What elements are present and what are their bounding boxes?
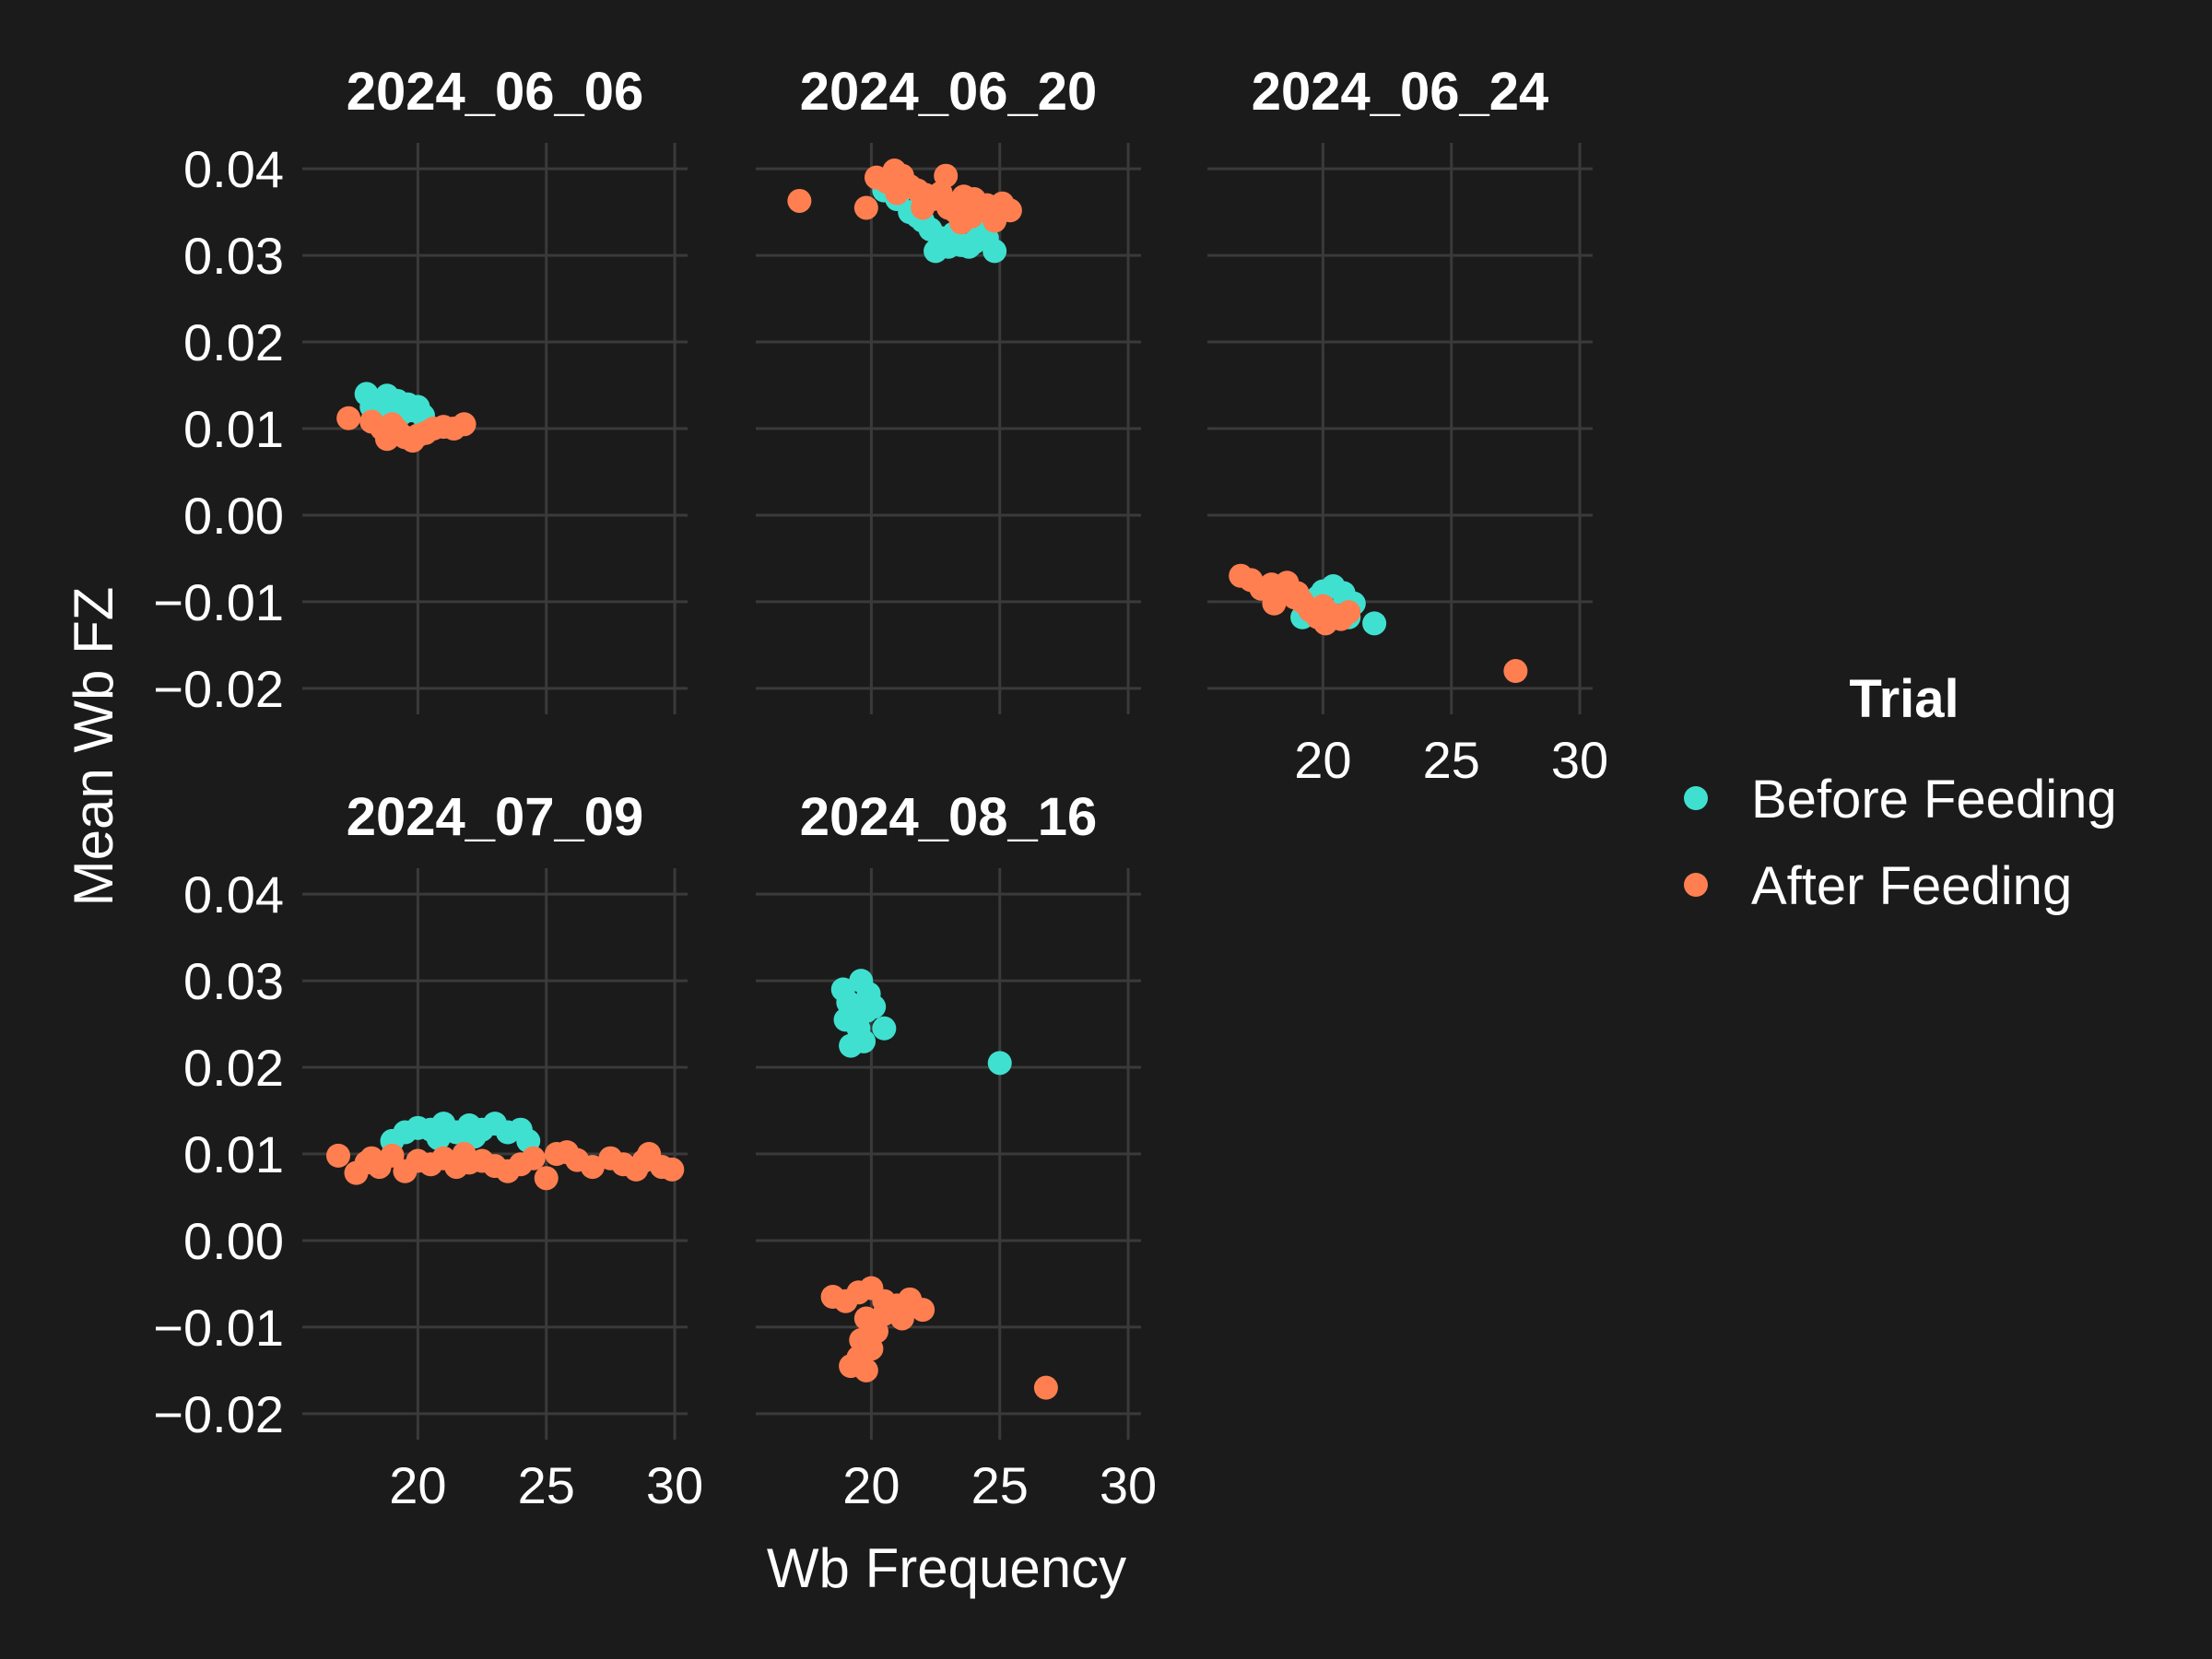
facet-title: 2024_07_09 [347, 787, 644, 847]
point-before-feeding [957, 234, 982, 259]
facet-panel-2024_07_09: 2024_07_09 0.04 0.03 0.02 0.01 0.00 −0.01 −0.02… [153, 787, 703, 1514]
point-after-feeding [326, 1143, 351, 1168]
x-tick-label: 20 [1294, 731, 1351, 789]
y-tick-label: −0.02 [153, 660, 284, 718]
y-tick-label: 0.03 [183, 227, 284, 285]
x-axis-label: Wb Frequency [767, 1537, 1126, 1599]
legend: Trial Before Feeding After Feeding [1684, 669, 2117, 916]
point-before-feeding [924, 239, 948, 264]
x-tick-label: 25 [1423, 731, 1480, 789]
x-tick-label: 25 [518, 1456, 575, 1514]
facet-panel-2024_06_20: 2024_06_20 [756, 62, 1141, 714]
point-after-feeding [452, 1142, 477, 1166]
point-after-feeding [359, 1146, 384, 1171]
point-after-feeding [1311, 594, 1335, 618]
point-after-feeding [1262, 591, 1287, 616]
y-tick-label: 0.03 [183, 952, 284, 1010]
point-after-feeding [1503, 659, 1528, 684]
y-tick-label: −0.02 [153, 1385, 284, 1443]
x-tick-label: 20 [389, 1456, 446, 1514]
y-tick-label: −0.01 [153, 1299, 284, 1357]
point-after-feeding [787, 188, 812, 213]
facet-panel-2024_08_16: 2024_08_16 20 25 30 [756, 787, 1157, 1514]
y-tick-label: 0.00 [183, 1212, 284, 1270]
point-after-feeding [853, 195, 878, 220]
point-after-feeding [911, 195, 935, 220]
legend-label-after-feeding: After Feeding [1751, 856, 2072, 916]
point-before-feeding [462, 1124, 487, 1149]
point-after-feeding [1033, 1375, 1058, 1400]
x-tick-label: 30 [1100, 1456, 1157, 1514]
facet-title: 2024_08_16 [800, 787, 1098, 847]
y-tick-label: 0.02 [183, 1039, 284, 1097]
point-after-feeding [872, 1301, 897, 1326]
point-before-feeding [849, 969, 874, 994]
point-after-feeding [631, 1148, 656, 1173]
point-before-feeding [982, 239, 1007, 264]
point-before-feeding [872, 1016, 897, 1041]
y-axis-label: Mean Wb FZ [63, 587, 124, 907]
y-tick-label: 0.02 [183, 313, 284, 371]
point-before-feeding [987, 1051, 1012, 1076]
legend-title: Trial [1849, 669, 1959, 729]
y-tick-label: 0.04 [183, 865, 284, 924]
point-before-feeding [426, 1126, 451, 1151]
y-tick-label: 0.04 [183, 140, 284, 198]
point-before-feeding [1362, 611, 1387, 636]
legend-key-before-feeding [1684, 786, 1708, 810]
y-tick-label: 0.00 [183, 487, 284, 545]
y-tick-label: −0.01 [153, 573, 284, 631]
facet-title: 2024_06_06 [347, 62, 644, 122]
point-before-feeding [853, 999, 878, 1023]
x-tick-label: 25 [971, 1456, 1029, 1514]
point-after-feeding [580, 1155, 605, 1180]
point-after-feeding [1285, 581, 1310, 606]
point-after-feeding [853, 1358, 878, 1382]
legend-key-after-feeding [1684, 873, 1708, 897]
point-after-feeding [521, 1146, 546, 1171]
point-after-feeding [889, 1306, 914, 1331]
x-tick-label: 20 [842, 1456, 900, 1514]
point-after-feeding [1336, 600, 1361, 625]
y-tick-label: 0.01 [183, 400, 284, 458]
point-after-feeding [934, 163, 959, 188]
point-after-feeding [948, 210, 973, 235]
point-after-feeding [336, 406, 361, 430]
point-after-feeding [911, 1298, 935, 1323]
point-after-feeding [885, 181, 910, 206]
facet-panel-2024_06_24: 2024_06_24 20 25 30 [1207, 62, 1608, 789]
legend-label-before-feeding: Before Feeding [1751, 770, 2117, 830]
facet-title: 2024_06_20 [800, 62, 1098, 122]
facet-panel-2024_06_06: 2024_06_06 0.04 0.03 0.02 0.01 0.00 −0.01 −0.02 [153, 62, 688, 718]
point-after-feeding [452, 412, 477, 437]
x-tick-label: 30 [646, 1456, 703, 1514]
facet-title: 2024_06_24 [1252, 62, 1549, 122]
point-after-feeding [961, 187, 986, 212]
point-after-feeding [534, 1166, 559, 1191]
point-before-feeding [833, 1007, 858, 1032]
point-after-feeding [660, 1157, 685, 1182]
point-after-feeding [997, 198, 1022, 223]
x-tick-label: 30 [1551, 731, 1608, 789]
point-after-feeding [374, 427, 399, 452]
point-before-feeding [839, 1033, 864, 1058]
y-tick-label: 0.01 [183, 1125, 284, 1183]
